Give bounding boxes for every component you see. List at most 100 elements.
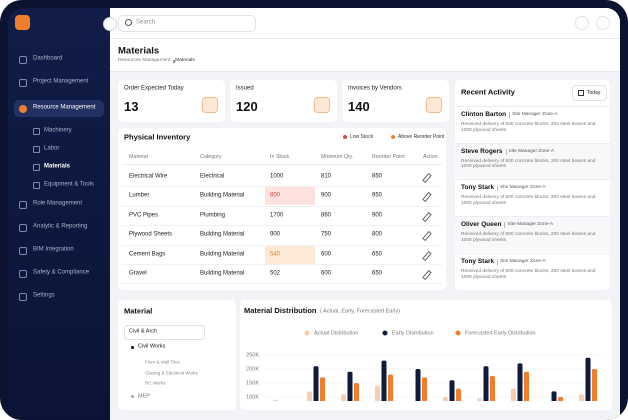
table-cell: Cement Bags bbox=[129, 251, 166, 257]
submenu-item: Labor bbox=[44, 145, 60, 152]
tree-node: MEP bbox=[138, 393, 150, 400]
calendar-icon bbox=[578, 90, 584, 96]
menu-icon bbox=[19, 78, 27, 87]
bar bbox=[579, 394, 584, 401]
tree-bullet bbox=[131, 395, 134, 398]
breadcrumb-item: Resources Management bbox=[118, 58, 171, 64]
menu-item: BIM Integration bbox=[33, 246, 74, 253]
separator bbox=[505, 148, 507, 155]
legend-dot bbox=[304, 330, 310, 336]
chart-title: Material Distribution bbox=[244, 306, 317, 315]
bar bbox=[551, 391, 557, 401]
menu-icon bbox=[19, 292, 27, 301]
submenu-item: Materials bbox=[44, 163, 71, 170]
logo bbox=[15, 15, 30, 30]
bar bbox=[483, 366, 489, 401]
menu-item: Project Management bbox=[33, 78, 89, 85]
activity-item bbox=[455, 179, 610, 216]
column-header: Action bbox=[423, 153, 438, 160]
table-header bbox=[122, 150, 442, 165]
notification-button[interactable] bbox=[575, 16, 589, 30]
separator bbox=[497, 258, 499, 265]
bar bbox=[381, 360, 387, 401]
stat-icon bbox=[426, 97, 442, 113]
table-cell: Plumbing bbox=[200, 212, 226, 219]
table-cell: 750 bbox=[321, 231, 332, 238]
menu-icon bbox=[19, 55, 27, 64]
table-row bbox=[122, 245, 442, 265]
table-cell: Plywood Sheets bbox=[129, 231, 173, 238]
menu-item: Role Management bbox=[33, 200, 83, 207]
table-cell: PVC Pipes bbox=[129, 212, 159, 219]
table-cell: 600 bbox=[321, 270, 332, 277]
table-cell: Lumber bbox=[129, 192, 150, 199]
bar bbox=[443, 397, 448, 401]
table-cell: 600 bbox=[321, 251, 332, 257]
submenu-item: Machinery bbox=[44, 127, 72, 134]
activity-name: Steve Rogers bbox=[461, 147, 503, 155]
stat-label: Issued bbox=[236, 85, 254, 92]
table-cell: Building Material bbox=[200, 251, 245, 257]
bar bbox=[354, 383, 359, 401]
legend-dot bbox=[382, 330, 388, 336]
bar bbox=[511, 388, 516, 401]
table-cell: 900 bbox=[270, 231, 281, 238]
stat-value: 140 bbox=[348, 99, 370, 115]
filter-button[interactable] bbox=[572, 85, 607, 101]
table-row bbox=[122, 264, 442, 285]
stat-label: Order Expected Today bbox=[124, 85, 184, 92]
table-cell: 850 bbox=[372, 173, 383, 180]
stat-icon bbox=[202, 97, 218, 113]
table-cell: Electrical bbox=[200, 173, 225, 180]
column-header: Category bbox=[200, 153, 222, 160]
legend-dot bbox=[343, 135, 347, 139]
menu-icon bbox=[19, 200, 27, 209]
table-cell: Building Material bbox=[200, 192, 245, 199]
activity-title: Recent Activity bbox=[461, 87, 515, 97]
activity-role: Site Manager Zone-A bbox=[508, 148, 555, 154]
inventory-title: Physical Inventory bbox=[124, 132, 191, 142]
stat-value: 13 bbox=[124, 99, 139, 115]
activity-text: Received delivery of 500 concrete blocks… bbox=[461, 195, 596, 207]
tree-leaf: Glazing & Electrical Works bbox=[145, 369, 198, 375]
activity-item bbox=[455, 142, 610, 179]
activity-role: Site Manager Zone-A bbox=[500, 258, 546, 264]
bar bbox=[592, 369, 597, 401]
stock-highlight bbox=[265, 245, 315, 264]
separator bbox=[504, 222, 506, 229]
table-cell: Building Material bbox=[200, 270, 245, 277]
activity-name: Tony Stark bbox=[461, 184, 495, 192]
bar bbox=[341, 394, 346, 401]
activity-name: Clinton Barton bbox=[461, 111, 507, 119]
table-cell: 650 bbox=[372, 251, 383, 257]
submenu-item: Equipment & Tools bbox=[44, 181, 94, 188]
bar bbox=[375, 385, 380, 401]
bar bbox=[456, 388, 461, 401]
menu-icon bbox=[19, 104, 27, 113]
menu-button[interactable] bbox=[103, 17, 117, 31]
table-cell: 800 bbox=[270, 192, 281, 199]
stat-icon bbox=[314, 97, 330, 113]
table-cell: 800 bbox=[372, 231, 383, 238]
bar bbox=[490, 376, 495, 401]
bar bbox=[585, 357, 591, 401]
page-header bbox=[110, 39, 620, 72]
separator bbox=[509, 112, 511, 118]
y-tick-label: 200K bbox=[246, 366, 259, 372]
table-cell: 810 bbox=[321, 173, 332, 180]
search-box[interactable] bbox=[118, 15, 256, 32]
menu-item: Analytic & Reporting bbox=[33, 223, 88, 230]
bar bbox=[313, 366, 319, 401]
bar bbox=[524, 371, 529, 401]
legend-dot bbox=[391, 135, 395, 139]
submenu-icon bbox=[33, 182, 40, 189]
table-cell: 860 bbox=[321, 212, 332, 219]
activity-text: Received delivery of 500 concrete blocks… bbox=[461, 268, 596, 280]
stat-label: Invoices by Vendors bbox=[348, 85, 402, 92]
activity-name: Tony Stark bbox=[461, 257, 495, 265]
bar bbox=[307, 391, 312, 401]
message-button[interactable] bbox=[596, 16, 610, 30]
stat-value: 120 bbox=[236, 99, 258, 115]
bar bbox=[388, 374, 393, 401]
material-select[interactable] bbox=[124, 325, 205, 340]
